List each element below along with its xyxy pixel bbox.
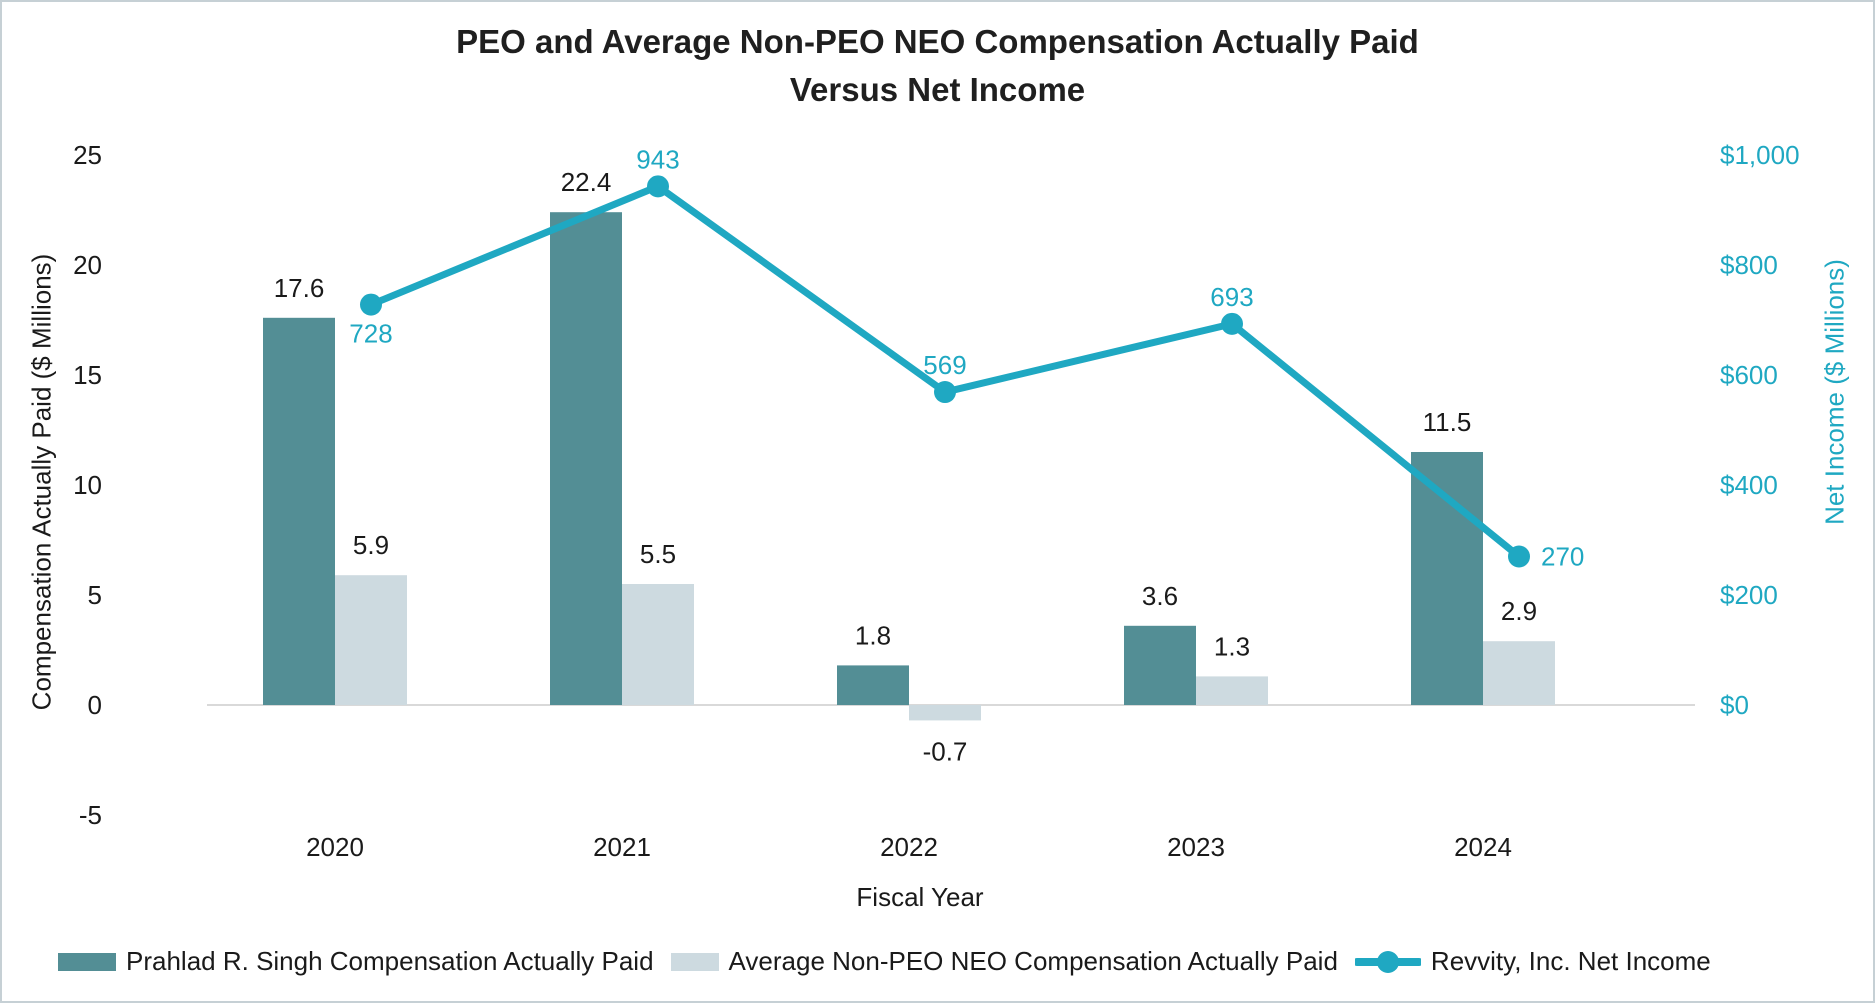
right-axis-tick-$0: $0 [1720, 690, 1749, 720]
left-axis-tick-10: 10 [73, 470, 102, 500]
legend-line-dot [1376, 950, 1399, 973]
bar-neo-2024 [1483, 641, 1555, 705]
left-axis-tick--5: -5 [79, 800, 102, 830]
net-income-dot-2024 [1508, 545, 1530, 568]
neo-bar-swatch-icon [670, 952, 719, 971]
bar-label-neo-2023: 1.3 [1214, 631, 1250, 661]
bar-label-peo-2021: 22.4 [561, 167, 612, 197]
bar-neo-2021 [622, 584, 694, 705]
left-axis-tick-15: 15 [73, 360, 102, 390]
right-axis-tick-$200: $200 [1720, 580, 1778, 610]
category-label-2023: 2023 [1167, 832, 1225, 862]
bar-label-neo-2021: 5.5 [640, 539, 676, 569]
net-income-line-swatch-icon [1354, 950, 1421, 973]
bar-label-peo-2020: 17.6 [274, 273, 325, 303]
legend: Prahlad R. Singh Compensation Actually P… [58, 946, 1711, 977]
bar-label-peo-2023: 3.6 [1142, 581, 1178, 611]
category-label-2022: 2022 [880, 832, 938, 862]
bar-label-peo-2024: 11.5 [1423, 407, 1472, 437]
net-income-label-2024: 270 [1541, 542, 1584, 572]
x-axis-title: Fiscal Year [856, 882, 984, 912]
bar-label-neo-2024: 2.9 [1501, 596, 1537, 626]
legend-label-neo: Average Non-PEO NEO Compensation Actuall… [728, 946, 1338, 976]
legend-item-net-income: Revvity, Inc. Net Income [1354, 946, 1711, 977]
net-income-label-2023: 693 [1210, 282, 1253, 312]
left-axis-tick-20: 20 [73, 250, 102, 280]
left-axis-tick-5: 5 [88, 580, 102, 610]
right-axis-tick-$800: $800 [1720, 250, 1778, 280]
category-label-2021: 2021 [593, 832, 651, 862]
net-income-dot-2021 [647, 175, 669, 198]
bar-neo-2023 [1196, 676, 1268, 705]
bar-peo-2020 [263, 317, 335, 705]
bar-neo-2020 [335, 575, 407, 705]
bar-neo-2022 [909, 705, 981, 721]
bar-peo-2024 [1411, 452, 1483, 705]
chart-title-line1: PEO and Average Non-PEO NEO Compensation… [456, 23, 1419, 60]
net-income-dot-2020 [360, 293, 382, 316]
chart-title: PEO and Average Non-PEO NEO Compensation… [2, 18, 1873, 114]
net-income-label-2020: 728 [349, 319, 392, 349]
left-axis-tick-25: 25 [73, 140, 102, 170]
net-income-label-2022: 569 [923, 350, 966, 380]
right-axis-tick-$600: $600 [1720, 360, 1778, 390]
bar-peo-2023 [1124, 625, 1196, 705]
legend-label-net-income: Revvity, Inc. Net Income [1430, 946, 1711, 976]
chart-title-line2: Versus Net Income [789, 71, 1086, 108]
net-income-label-2021: 943 [636, 144, 679, 174]
legend-item-neo: Average Non-PEO NEO Compensation Actuall… [670, 946, 1338, 977]
left-axis-tick-0: 0 [88, 690, 102, 720]
bar-peo-2021 [550, 212, 622, 705]
category-label-2020: 2020 [306, 832, 364, 862]
right-axis-tick-$400: $400 [1720, 470, 1778, 500]
bar-label-neo-2020: 5.9 [353, 530, 389, 560]
bar-label-peo-2022: 1.8 [855, 620, 891, 650]
right-axis-tick-$1,000: $1,000 [1720, 140, 1800, 170]
legend-label-peo: Prahlad R. Singh Compensation Actually P… [126, 946, 654, 976]
legend-item-peo: Prahlad R. Singh Compensation Actually P… [58, 946, 654, 977]
net-income-dot-2023 [1221, 312, 1243, 335]
peo-bar-swatch-icon [58, 952, 116, 971]
category-label-2024: 2024 [1454, 832, 1512, 862]
bar-label-neo-2022: -0.7 [923, 736, 968, 766]
bar-peo-2022 [837, 665, 909, 705]
net-income-dot-2022 [934, 381, 956, 404]
